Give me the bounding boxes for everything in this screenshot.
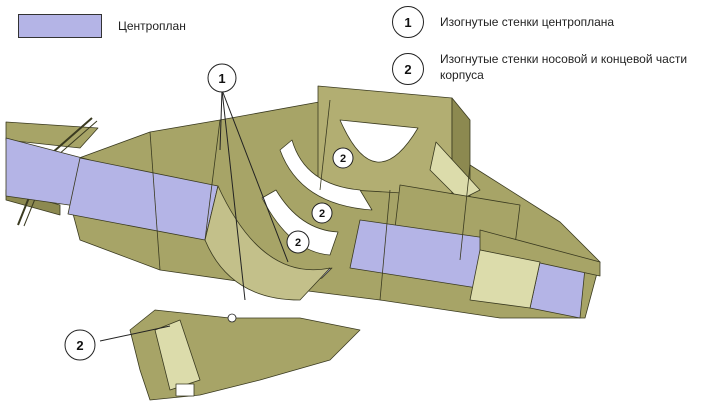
- legend-text-2-line2: корпуса: [440, 68, 484, 82]
- callout-2-mid: 2: [311, 202, 333, 224]
- right-arm: [479, 229, 601, 277]
- left-beam-top: [5, 121, 99, 149]
- callout-2-left: 2: [64, 329, 96, 361]
- callout-2-top-label: 2: [340, 153, 346, 165]
- leader-1c: [221, 89, 289, 263]
- callout-2-left-label: 2: [76, 338, 83, 353]
- opening-b: [261, 189, 339, 256]
- legend-text-2-line1: Изогнутые стенки носовой и концевой част…: [440, 52, 688, 66]
- central-curved-wall: [204, 185, 331, 301]
- leader-1a: [219, 89, 223, 151]
- legend-centroplan-swatch: [18, 14, 102, 38]
- callout-1: 1: [207, 63, 237, 93]
- callout-1-label: 1: [218, 71, 225, 86]
- right-arm-light: [469, 249, 541, 309]
- callout-2-low-label: 2: [295, 237, 301, 249]
- lower-light-panel: [154, 319, 201, 391]
- reference-dot: [227, 313, 237, 323]
- lower-opening: [175, 383, 195, 397]
- leader-2: [99, 325, 171, 342]
- legend-marker-1: 1: [392, 6, 424, 38]
- opening-a: [279, 139, 373, 211]
- callout-2-low: 2: [286, 230, 310, 254]
- facet-line: [149, 131, 161, 271]
- legend-centroplan-label: Центроплан: [118, 19, 186, 33]
- callout-2-mid-label: 2: [319, 208, 325, 220]
- callout-2-top: 2: [332, 147, 354, 169]
- upper-arch-opening: [339, 119, 419, 163]
- legend-marker-2: 2: [392, 53, 424, 85]
- legend-text-1: Изогнутые стенки центроплана: [440, 15, 615, 29]
- leader-1b: [221, 89, 246, 301]
